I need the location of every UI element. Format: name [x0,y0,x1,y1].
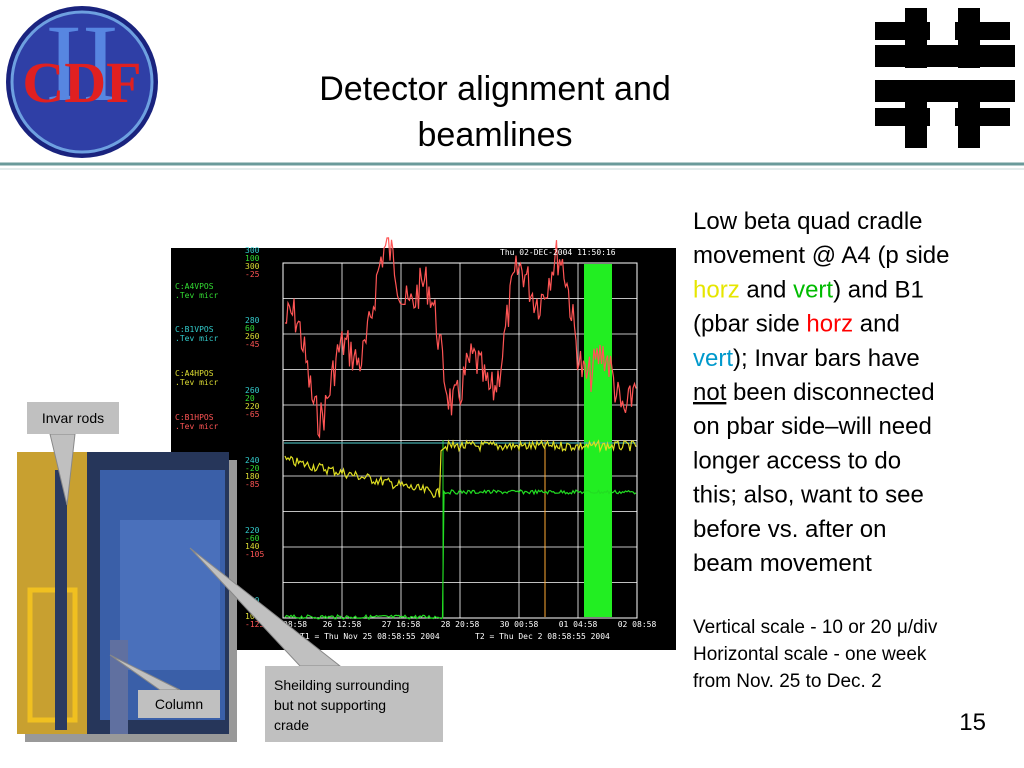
x-label: 28 20:58 [441,620,480,629]
body-line: movement @ A4 (p side [693,242,949,269]
text-segment: vert [693,345,733,372]
body-line: Low beta quad cradle [693,208,923,235]
text-segment: before vs. after on [693,516,886,543]
x-label: 27 16:58 [382,620,421,629]
fermilab-logo [875,8,1015,148]
channel-name: C:B1VPOS [175,325,214,334]
trace [284,439,637,499]
callout-text: but not supporting [274,697,386,713]
callouts: Invar rods Column Sheilding surrounding … [27,402,443,742]
text-segment: not [693,379,727,406]
body-line: longer access to do [693,447,901,474]
scale-label: 300 [245,262,260,271]
range-label: T1 = Thu Nov 25 08:58:55 2004 [300,632,440,641]
text-segment: ); Invar bars have [733,345,920,372]
text-segment: horz [693,276,740,303]
callout-text: Sheilding surrounding [274,677,409,693]
text-segment: been disconnected [726,379,934,406]
body-line: this; also, want to see [693,482,924,509]
channel-unit: .Tev micr [175,291,219,300]
logo-text: CDF [22,50,141,115]
scale-label: -25 [245,270,260,279]
cdf-logo: II CDF [6,2,158,158]
body-line: (pbar side horz and [693,311,900,338]
title-line: Detector alignment and [319,70,671,108]
text-segment: on pbar side–will need [693,413,932,440]
body-line: beam movement [693,550,872,577]
x-label: 02 08:58 [618,620,657,629]
body-line: on pbar side–will need [693,413,932,440]
note-line: Horizontal scale - one week [693,644,927,665]
x-label: 01 04:58 [559,620,598,629]
x-label: 26 12:58 [323,620,362,629]
scale-label: 20 [245,394,255,403]
scale-label: 260 [245,332,260,341]
scale-label: 140 [245,542,260,551]
scale-label: 180 [245,472,260,481]
scale-label: 300 [245,246,260,255]
scale-label: 100 [245,254,260,263]
trace [284,488,637,620]
x-label: 30 00:58 [500,620,539,629]
text-segment: this; also, want to see [693,482,924,509]
text-segment: vert [793,276,833,303]
scale-label: -60 [245,534,260,543]
channel-unit: .Tev micr [175,422,219,431]
plot-screenshot: Thu 02-DEC-2004 11:50:16300100300-252806… [171,237,676,650]
page-number: 15 [959,709,986,736]
channel-name: C:B1HPOS [175,413,214,422]
text-segment: longer access to do [693,447,901,474]
plot-timestamp: Thu 02-DEC-2004 11:50:16 [500,248,616,257]
text-segment: horz [806,311,853,338]
scale-label: -85 [245,480,260,489]
body-line: not been disconnected [693,379,935,406]
callout-text: Invar rods [42,410,104,426]
x-label: 08:58 [283,620,307,629]
photo [17,452,237,742]
callout-text: crade [274,717,309,733]
text-segment: and [740,276,793,303]
text-segment: movement @ A4 (p side [693,242,949,269]
title-line: beamlines [418,116,573,154]
body-line: vert); Invar bars have [693,345,920,372]
body-line: before vs. after on [693,516,886,543]
text-segment: Low beta quad cradle [693,208,923,235]
scale-label: -20 [245,464,260,473]
body-line: horz and vert) and B1 [693,276,924,303]
scale-label: 280 [245,316,260,325]
channel-unit: .Tev micr [175,334,219,343]
scale-label: 240 [245,456,260,465]
note-line: from Nov. 25 to Dec. 2 [693,671,882,692]
scale-label: -45 [245,340,260,349]
scale-label: 100 [245,612,260,621]
channel-name: C:A4HPOS [175,369,214,378]
callout-text: Column [155,696,203,712]
text-block: Low beta quad cradle movement @ A4 (p sid… [693,208,949,692]
text-segment: beam movement [693,550,872,577]
note-line: Vertical scale - 10 or 20 μ/div [693,617,938,638]
logo-numeral: II [45,2,118,124]
channel-name: C:A4VPOS [175,282,214,291]
channel-unit: .Tev micr [175,378,219,387]
scale-label: -105 [245,550,264,559]
scale-label: 260 [245,386,260,395]
range-label: T2 = Thu Dec 2 08:58:55 2004 [475,632,610,641]
text-segment: (pbar side [693,311,806,338]
text-segment: ) and B1 [833,276,924,303]
scale-label: -125 [245,620,264,629]
trace [284,237,637,439]
scale-label: -65 [245,410,260,419]
scale-label: 60 [245,324,255,333]
scale-label: 220 [245,526,260,535]
text-segment: and [853,311,900,338]
scale-label: 220 [245,402,260,411]
